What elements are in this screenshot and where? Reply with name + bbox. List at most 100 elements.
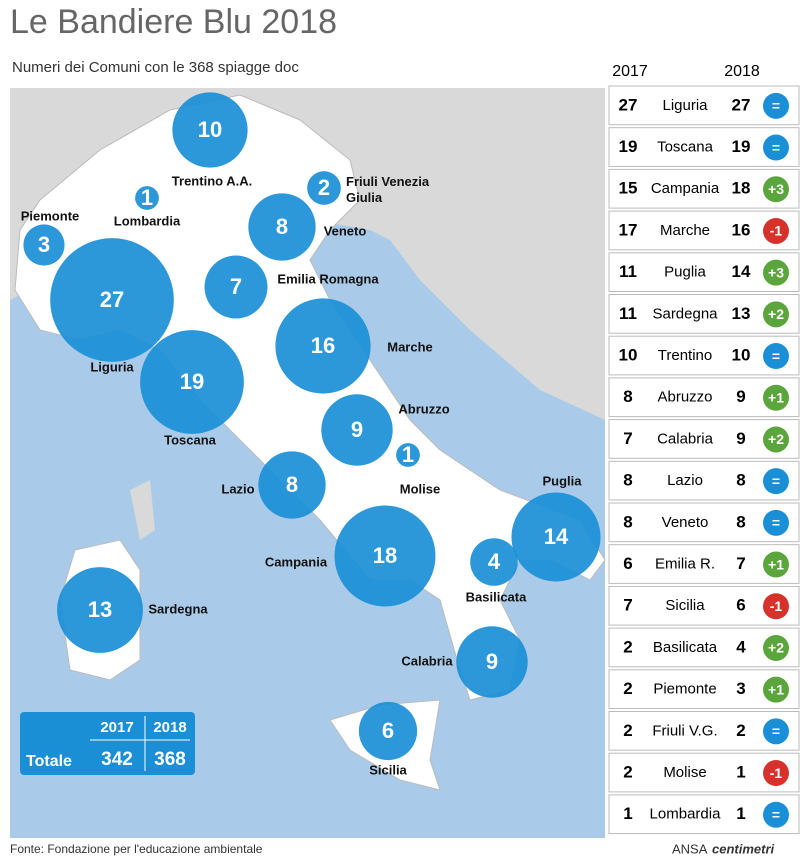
region-label: Marche: [387, 339, 433, 354]
bubble-value: 19: [180, 369, 204, 394]
change-badge: [763, 634, 789, 661]
bubble-value: 16: [311, 333, 335, 358]
value-2018: 9: [736, 387, 745, 406]
total-label: Totale: [26, 753, 72, 770]
value-2018: 8: [736, 471, 745, 490]
bubble-value: 6: [382, 718, 394, 743]
value-2018: 13: [732, 304, 751, 323]
region-label: Piemonte: [21, 208, 80, 223]
bubble-value: 9: [486, 649, 498, 674]
bubble-value: 8: [276, 214, 288, 239]
change: +1: [768, 681, 784, 697]
change-badge: [763, 92, 789, 119]
region-label: Sicilia: [369, 762, 407, 777]
value-2018: 16: [732, 220, 751, 239]
value-2017: 2: [623, 679, 632, 698]
total-bg: [20, 712, 195, 775]
region: Calabria: [657, 430, 714, 447]
value-2017: 27: [619, 95, 638, 114]
bubble: [140, 330, 244, 434]
value-2018: 9: [736, 429, 745, 448]
brand: ANSA: [672, 841, 708, 856]
region: Emilia R.: [655, 556, 715, 573]
change-badge: [763, 176, 789, 203]
value-2018: 3: [736, 679, 745, 698]
total-box: 2017 2018 Totale 342 368: [20, 712, 195, 775]
region-label: Emilia Romagna: [277, 271, 379, 286]
bubble-value: 27: [100, 287, 124, 312]
region-label: Abruzzo: [398, 401, 449, 416]
bubble-value: 10: [198, 117, 222, 142]
value-2018: 7: [736, 554, 745, 573]
bubble: [172, 92, 248, 168]
total-value: 342: [101, 749, 133, 770]
change: =: [772, 515, 780, 531]
change: =: [772, 723, 780, 739]
region: Sicilia: [665, 597, 705, 614]
change: +3: [768, 181, 784, 197]
region: Lombardia: [650, 806, 722, 823]
region-label: Lazio: [221, 481, 254, 496]
value-2017: 11: [619, 304, 637, 323]
value-2018: 8: [736, 512, 745, 531]
value-2017: 8: [623, 387, 632, 406]
change-badge: [763, 343, 789, 370]
bubble: [135, 186, 159, 210]
value-2018: 19: [732, 137, 751, 156]
bubble-value: 8: [286, 472, 298, 497]
value-2017: 2: [623, 721, 632, 740]
region-label: Campania: [265, 554, 328, 569]
value-2017: 1: [623, 804, 632, 823]
change-badge: [763, 301, 789, 328]
change-badge: [763, 384, 789, 411]
change: -1: [770, 765, 783, 781]
region-label: Molise: [400, 481, 440, 496]
region: Liguria: [662, 97, 708, 114]
change-badge: [763, 551, 789, 578]
region-label: Sardegna: [148, 601, 208, 616]
bubble-value: 7: [230, 274, 242, 299]
region: Abruzzo: [657, 389, 712, 406]
change: =: [772, 348, 780, 364]
value-2017: 17: [619, 220, 638, 239]
bubble-value: 14: [544, 524, 569, 549]
region-label: Liguria: [90, 359, 134, 374]
bubble: [396, 443, 420, 467]
change-badge: [763, 468, 789, 495]
change-badge: [763, 801, 789, 828]
change-badge: [763, 509, 789, 536]
bubble-value: 4: [488, 549, 501, 574]
bubble: [23, 224, 65, 266]
value-2018: 18: [732, 179, 751, 198]
bubble: [358, 701, 418, 761]
region: Toscana: [657, 139, 714, 156]
change-badge: [763, 593, 789, 620]
bubble-value: 3: [38, 232, 50, 257]
region: Lazio: [667, 472, 703, 489]
value-2018: 4: [736, 637, 746, 656]
change: =: [772, 473, 780, 489]
value-2017: 19: [619, 137, 638, 156]
value-2017: 11: [619, 262, 637, 281]
change: =: [772, 98, 780, 114]
region-label: Basilicata: [466, 589, 527, 604]
bubble: [57, 567, 143, 653]
row-box: [608, 669, 800, 709]
label-line: Friuli Venezia: [346, 174, 430, 189]
region-label: Puglia: [542, 473, 582, 488]
region-label: Calabria: [401, 653, 453, 668]
value-2017: 15: [619, 179, 638, 198]
value-2017: 7: [623, 429, 632, 448]
value-2017: 10: [619, 346, 638, 365]
bubble: [470, 538, 518, 586]
bubble-value: 1: [141, 185, 153, 210]
table: 27 Liguria 27 =19 Toscana 19 =15 Campania 18 +317…: [608, 85, 800, 835]
change: =: [772, 806, 780, 822]
value-2017: 7: [623, 596, 632, 615]
region-label: Trentino A.A.: [172, 173, 252, 188]
region: Veneto: [662, 514, 709, 531]
corsica: [130, 480, 155, 540]
region: Basilicata: [653, 639, 718, 656]
value-2018: 27: [732, 95, 751, 114]
